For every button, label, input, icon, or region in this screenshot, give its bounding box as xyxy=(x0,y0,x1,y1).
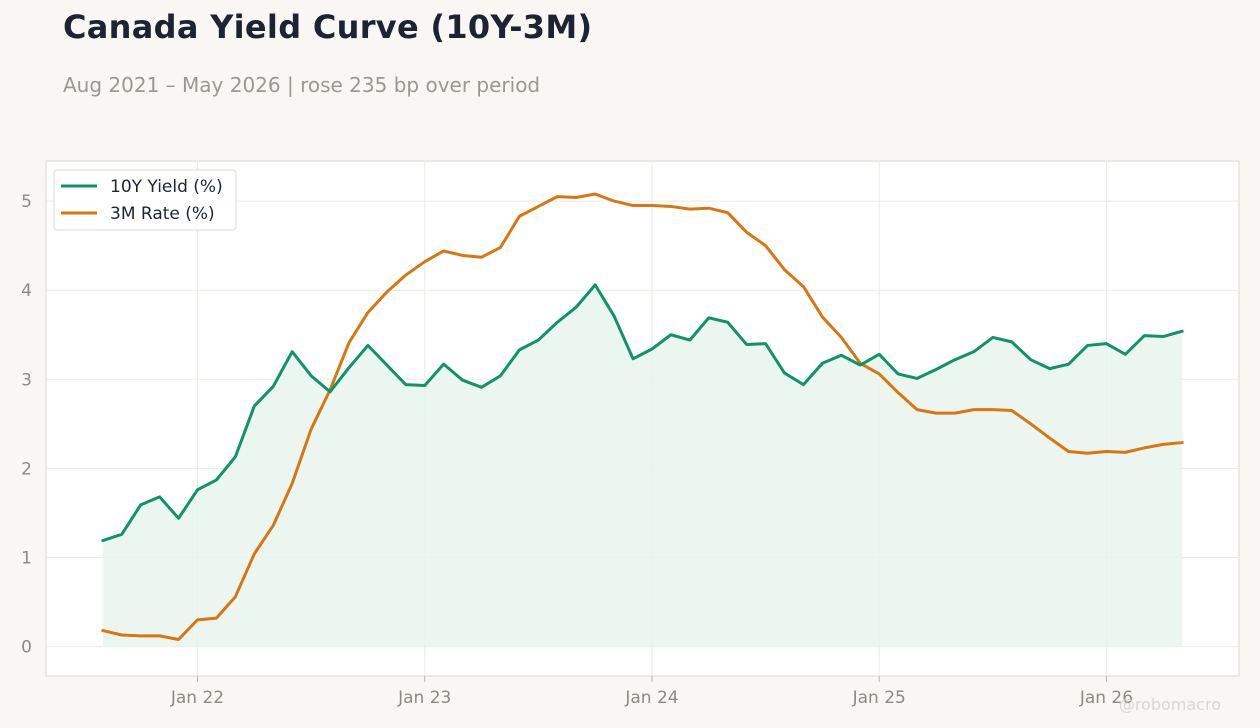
x-tick-label: Jan 24 xyxy=(624,688,678,708)
y-tick-label: 0 xyxy=(21,638,32,658)
legend-label-three-month: 3M Rate (%) xyxy=(110,204,215,224)
x-tick-label: Jan 26 xyxy=(1079,688,1133,708)
y-tick-label: 3 xyxy=(21,370,32,390)
y-tick-label: 5 xyxy=(21,192,32,212)
x-tick-label: Jan 23 xyxy=(397,688,451,708)
ten-year-yield-line xyxy=(101,283,1184,543)
three-month-rate-line xyxy=(101,192,1184,641)
y-tick-label: 4 xyxy=(21,281,32,301)
watermark: @robomacro xyxy=(1119,695,1221,714)
legend: 10Y Yield (%) 3M Rate (%) xyxy=(53,169,237,231)
legend-box xyxy=(53,169,237,231)
x-tick-label: Jan 25 xyxy=(852,688,906,708)
legend-label-ten-year: 10Y Yield (%) xyxy=(110,177,223,197)
ten-year-area-fill xyxy=(102,284,1183,647)
chart-title: Canada Yield Curve (10Y-3M) xyxy=(63,8,593,46)
y-tick-label: 2 xyxy=(21,459,32,479)
x-tick-label: Jan 22 xyxy=(170,688,224,708)
chart-subtitle: Aug 2021 – May 2026 | rose 235 bp over p… xyxy=(63,73,541,97)
y-tick-label: 1 xyxy=(21,548,32,568)
